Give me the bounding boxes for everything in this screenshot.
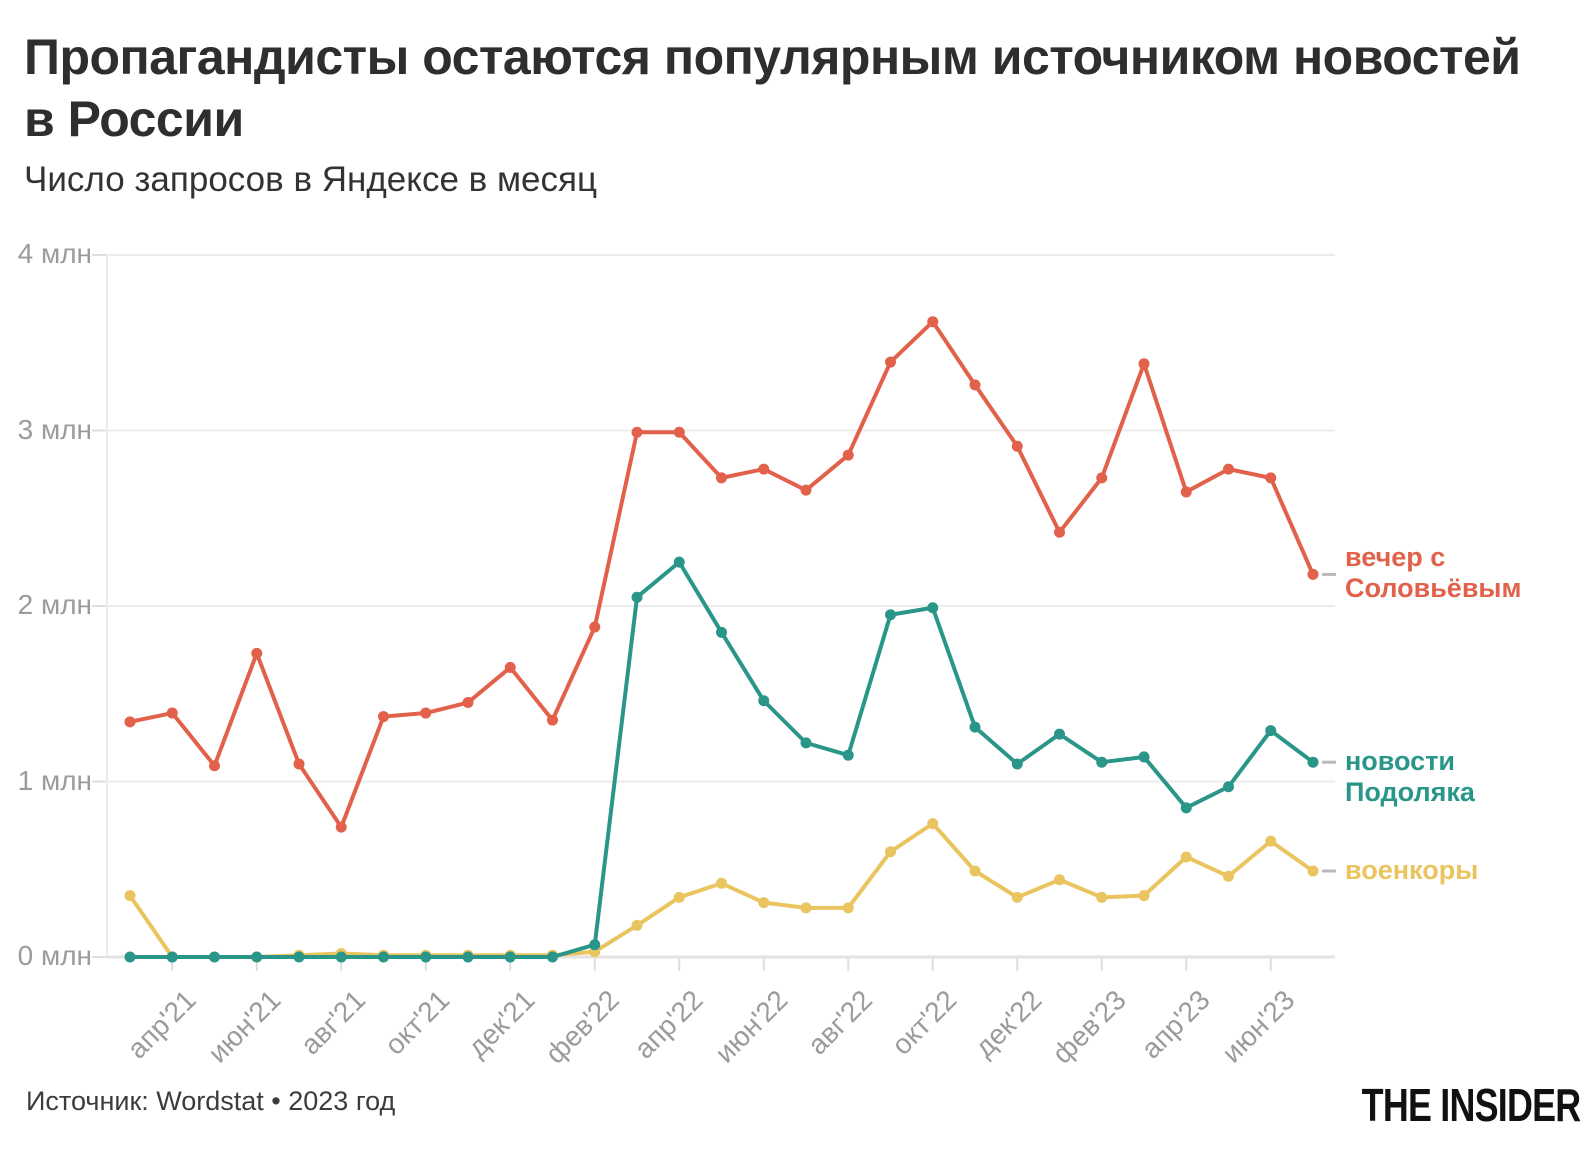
data-point bbox=[1096, 472, 1108, 484]
data-point bbox=[1307, 568, 1319, 580]
data-point bbox=[800, 484, 812, 496]
data-point bbox=[124, 951, 136, 963]
legend-label-novosti-podolyaka: новости Подоляка bbox=[1345, 746, 1475, 808]
data-point bbox=[1096, 756, 1108, 768]
data-point bbox=[1138, 751, 1150, 763]
data-point bbox=[969, 721, 981, 733]
data-point bbox=[631, 426, 643, 438]
data-point bbox=[547, 714, 558, 726]
data-point bbox=[673, 891, 685, 903]
data-point bbox=[800, 902, 812, 914]
data-point bbox=[885, 609, 896, 621]
data-point bbox=[927, 316, 939, 328]
data-point bbox=[800, 737, 812, 749]
y-axis-label-4: 4 млн bbox=[17, 238, 92, 269]
data-point bbox=[504, 661, 516, 673]
data-point bbox=[504, 951, 516, 963]
data-point bbox=[462, 697, 474, 709]
data-point bbox=[842, 449, 854, 461]
data-point bbox=[969, 379, 981, 391]
data-point bbox=[927, 602, 939, 614]
data-point bbox=[1265, 472, 1277, 484]
data-point bbox=[1223, 463, 1234, 475]
y-axis-label-0: 0 млн bbox=[17, 940, 92, 971]
series-line-2 bbox=[128, 821, 1315, 959]
data-point bbox=[1307, 865, 1319, 877]
data-point bbox=[716, 472, 727, 484]
data-point bbox=[842, 902, 854, 914]
data-point bbox=[1054, 728, 1065, 740]
data-point bbox=[1011, 758, 1023, 770]
data-point bbox=[420, 951, 432, 963]
data-point bbox=[1223, 870, 1234, 882]
chart-title: Пропагандисты остаются популярным источн… bbox=[24, 29, 1521, 147]
data-point bbox=[969, 865, 981, 877]
source-note: Источник: Wordstat • 2023 год bbox=[26, 1086, 396, 1116]
data-point bbox=[293, 951, 305, 963]
data-point bbox=[378, 951, 389, 963]
data-point bbox=[1138, 358, 1150, 370]
data-point bbox=[209, 951, 220, 963]
y-axis-label-3: 3 млн bbox=[17, 413, 92, 445]
data-point bbox=[1180, 851, 1192, 863]
data-point bbox=[378, 711, 389, 723]
data-point bbox=[885, 356, 896, 368]
data-point bbox=[758, 695, 770, 707]
data-point bbox=[462, 951, 474, 963]
data-point bbox=[1265, 835, 1277, 847]
data-point bbox=[335, 951, 347, 963]
data-point bbox=[1223, 781, 1234, 793]
data-point bbox=[1307, 756, 1319, 768]
data-point bbox=[885, 846, 896, 858]
data-point bbox=[293, 758, 305, 770]
data-point bbox=[124, 890, 136, 902]
data-point bbox=[1138, 890, 1150, 902]
data-point bbox=[1265, 725, 1277, 737]
legend-label-voenkory: военкоры bbox=[1345, 855, 1479, 885]
data-point bbox=[335, 821, 347, 833]
data-point bbox=[673, 556, 685, 568]
y-axis-label-2: 2 млн bbox=[17, 589, 92, 620]
data-point bbox=[673, 426, 685, 438]
data-point bbox=[589, 621, 601, 633]
data-point bbox=[1054, 526, 1065, 538]
legend-label-vecher-s-solovyovym: вечер с Соловьёвым bbox=[1345, 542, 1522, 604]
data-point bbox=[166, 707, 178, 719]
chart-subtitle: Число запросов в Яндексе в месяц bbox=[24, 160, 598, 199]
data-point bbox=[758, 897, 770, 909]
data-point bbox=[842, 749, 854, 761]
data-point bbox=[631, 919, 643, 931]
data-point bbox=[124, 716, 136, 728]
data-point bbox=[716, 626, 727, 638]
data-point bbox=[420, 707, 432, 719]
data-point bbox=[251, 647, 263, 659]
data-point bbox=[758, 463, 770, 475]
data-point bbox=[1011, 440, 1023, 452]
data-point bbox=[1180, 802, 1192, 814]
data-point bbox=[1011, 891, 1023, 903]
data-point bbox=[631, 591, 643, 603]
data-point bbox=[547, 951, 558, 963]
y-axis-label-1: 1 млн bbox=[17, 764, 92, 796]
data-point bbox=[209, 760, 220, 772]
data-point bbox=[1096, 891, 1108, 903]
data-point bbox=[251, 951, 263, 963]
series-line-0 bbox=[129, 319, 1315, 830]
insider-logo: THE INSIDER bbox=[1361, 1079, 1580, 1131]
data-point bbox=[166, 951, 178, 963]
data-point bbox=[1054, 874, 1065, 886]
data-point bbox=[716, 877, 727, 889]
data-point bbox=[1180, 486, 1192, 498]
data-point bbox=[589, 939, 601, 951]
data-point bbox=[927, 818, 939, 830]
